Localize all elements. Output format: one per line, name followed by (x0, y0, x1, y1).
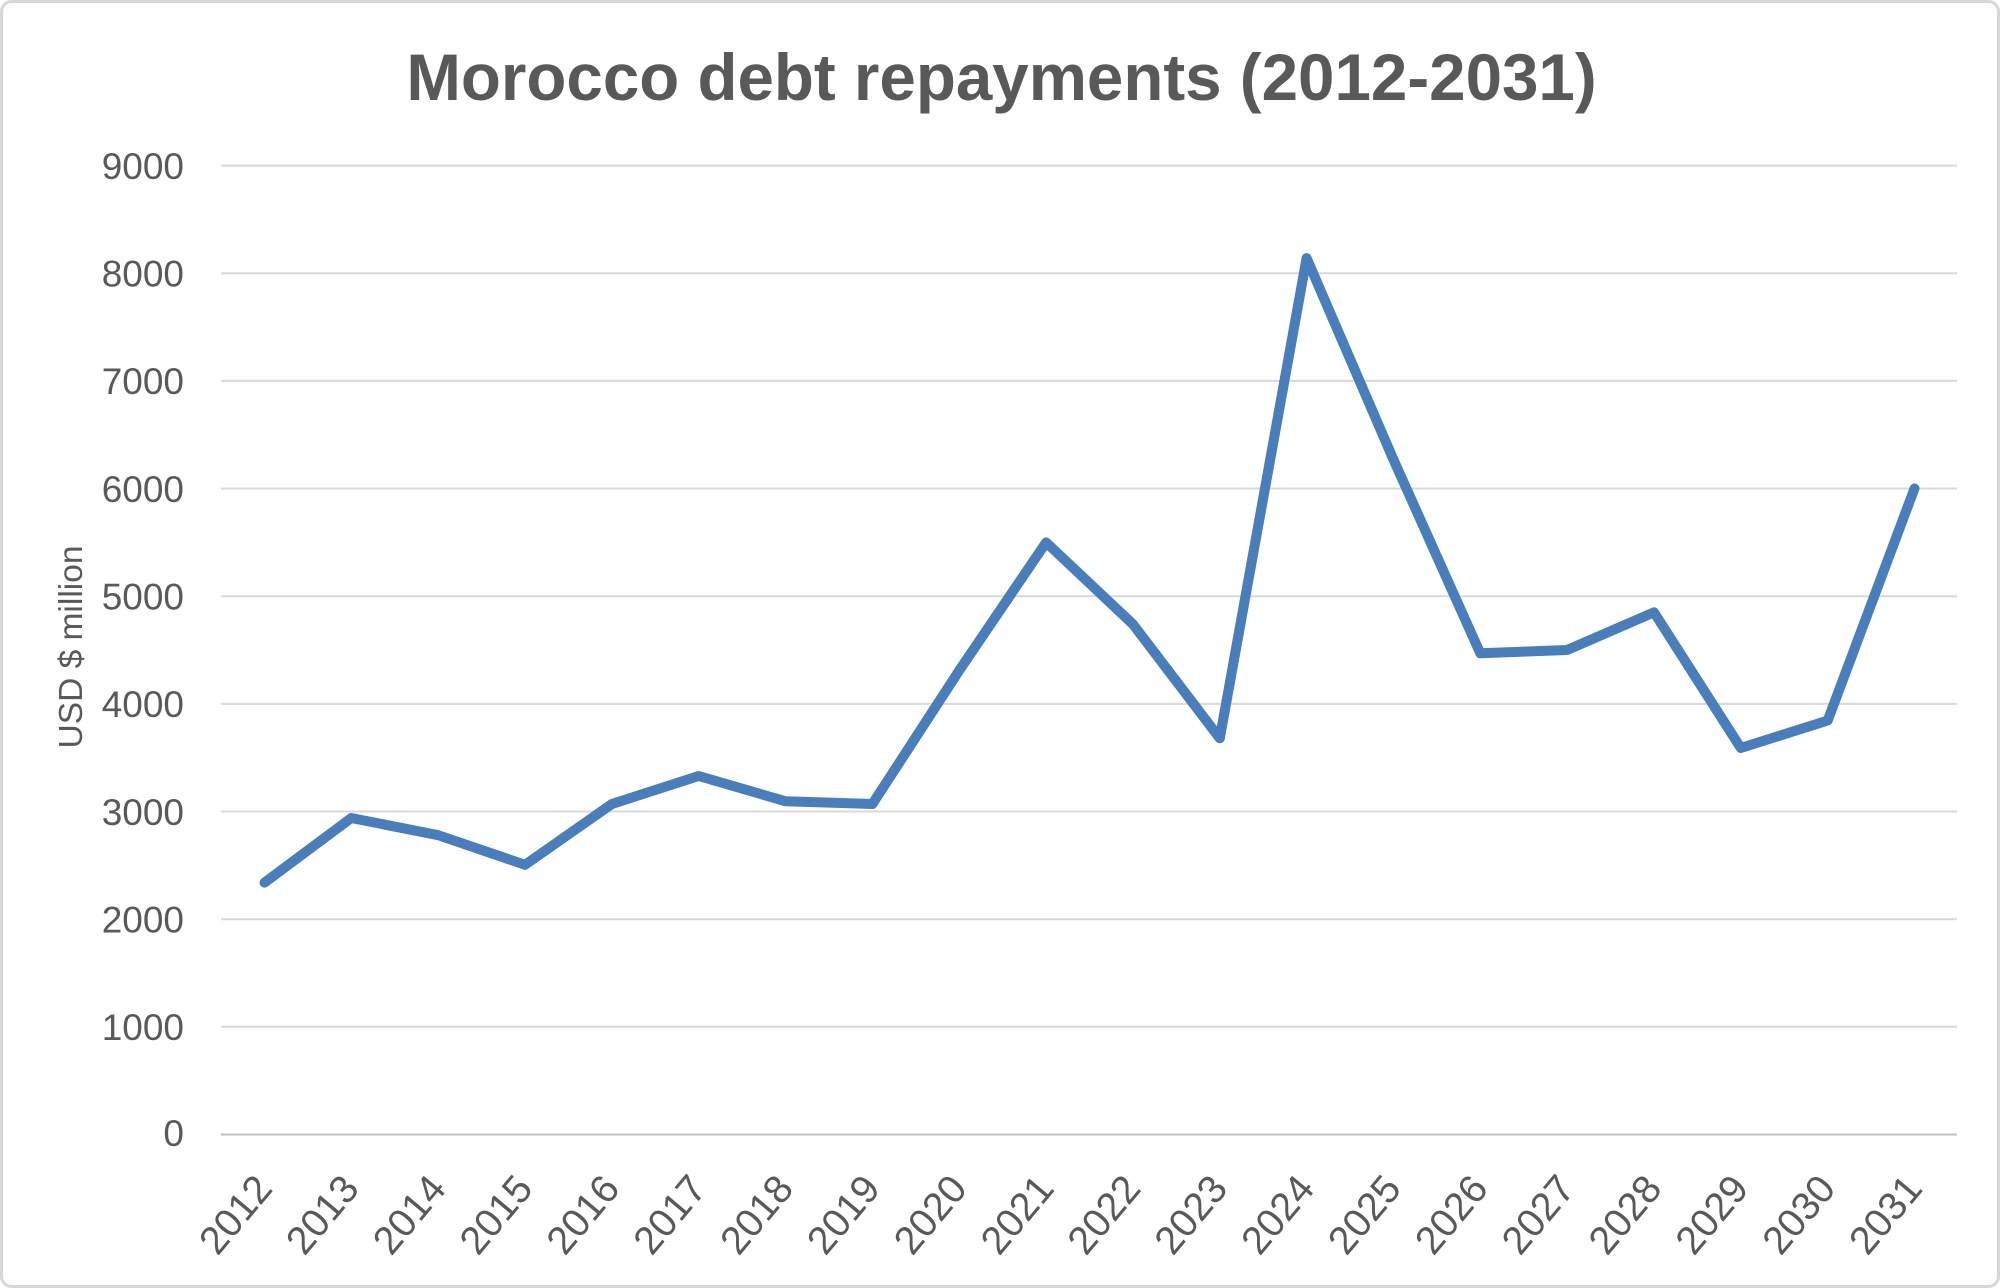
svg-text:9000: 9000 (102, 146, 184, 187)
svg-text:1000: 1000 (102, 1007, 184, 1048)
svg-text:Morocco debt repayments (2012-: Morocco debt repayments (2012-2031) (406, 41, 1596, 114)
svg-text:3000: 3000 (102, 792, 184, 833)
svg-text:4000: 4000 (102, 684, 184, 725)
svg-text:7000: 7000 (102, 361, 184, 402)
svg-text:0: 0 (163, 1113, 184, 1154)
svg-text:USD $ million: USD $ million (53, 546, 90, 749)
svg-text:8000: 8000 (102, 254, 184, 295)
svg-text:5000: 5000 (102, 577, 184, 618)
svg-text:2000: 2000 (102, 900, 184, 941)
svg-text:6000: 6000 (102, 469, 184, 510)
